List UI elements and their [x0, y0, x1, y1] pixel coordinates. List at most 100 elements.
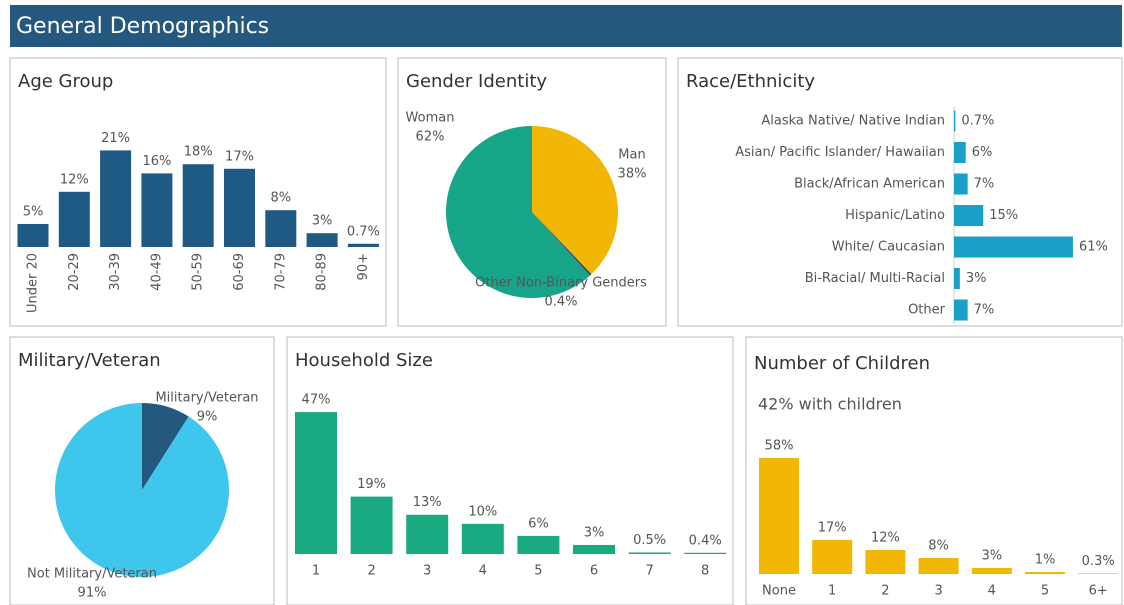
pie-slice [445, 126, 590, 299]
category-label: 7 [645, 564, 653, 579]
category-label: 1 [828, 584, 836, 599]
bar [224, 168, 255, 247]
panel [286, 336, 734, 605]
value-label: 6% [528, 516, 549, 531]
category-label: 5 [1041, 584, 1049, 599]
panel-title: Age Group [18, 71, 113, 92]
slice-label: Woman [406, 111, 455, 126]
category-label: White/ Caucasian [832, 240, 945, 255]
value-label: 61% [1079, 240, 1108, 255]
slice-value: 62% [416, 130, 445, 145]
bar [759, 458, 799, 574]
slice-label: Not Military/Veteran [27, 567, 157, 582]
value-label: 17% [225, 149, 254, 164]
pie-slice [55, 403, 230, 577]
value-label: 0.4% [689, 533, 722, 548]
bar [918, 558, 959, 574]
category-label: Alaska Native/ Native Indian [761, 114, 945, 129]
category-label: Bi-Racial/ Multi-Racial [805, 271, 945, 286]
value-label: 3% [981, 549, 1002, 564]
value-label: 18% [184, 145, 213, 160]
slice-label: Other Non-Binary Genders [475, 276, 647, 291]
category-label: 2 [367, 564, 375, 579]
value-label: 0.7% [347, 224, 380, 239]
value-label: 3% [966, 271, 987, 286]
panel-subtitle: 42% with children [758, 395, 902, 414]
bar [350, 496, 393, 554]
pie-slice [532, 212, 592, 276]
value-label: 13% [413, 495, 442, 510]
category-label: Asian/ Pacific Islander/ Hawaiian [735, 145, 945, 160]
value-label: 3% [584, 525, 605, 540]
value-label: 58% [765, 439, 794, 454]
category-label: 6 [590, 564, 598, 579]
bar [1078, 573, 1119, 574]
bar [573, 544, 615, 554]
bar [58, 191, 90, 247]
bar [100, 150, 132, 247]
category-label: 70-79 [273, 253, 288, 291]
bar [954, 268, 960, 289]
panel-title: Household Size [295, 350, 433, 371]
panel-title: Military/Veteran [18, 350, 161, 371]
value-label: 6% [972, 145, 993, 160]
value-label: 5% [23, 205, 44, 220]
category-label: Under 20 [26, 253, 41, 313]
value-label: 12% [871, 531, 900, 546]
category-label: 2 [881, 584, 889, 599]
category-label: 50-59 [191, 253, 206, 291]
value-label: 0.3% [1082, 554, 1115, 569]
bar [295, 412, 337, 554]
category-label: Hispanic/Latino [845, 208, 945, 223]
category-label: 1 [312, 564, 320, 579]
bar [865, 550, 906, 574]
value-label: 15% [989, 208, 1018, 223]
category-label: 5 [534, 564, 542, 579]
category-label: 4 [988, 584, 996, 599]
value-label: 0.7% [961, 114, 994, 129]
bar [265, 210, 297, 247]
bar [954, 205, 984, 226]
bar [1025, 572, 1065, 574]
bar [182, 164, 214, 247]
bar [954, 110, 956, 132]
bar [406, 514, 449, 554]
category-label: 3 [423, 564, 431, 579]
bar [141, 173, 173, 247]
slice-label: Military/Veteran [155, 391, 258, 406]
slice-value: 91% [78, 586, 107, 601]
value-label: 7% [974, 303, 995, 318]
value-label: 12% [60, 172, 89, 187]
bar [971, 568, 1012, 574]
panel [677, 57, 1123, 327]
value-label: 3% [312, 214, 333, 229]
bar [954, 236, 1073, 258]
category-label: 30-39 [108, 253, 123, 291]
value-label: 16% [142, 154, 171, 169]
value-label: 0.5% [633, 533, 666, 548]
bar [954, 173, 968, 195]
panel-title: Number of Children [754, 353, 930, 374]
category-label: 6+ [1089, 584, 1108, 599]
category-label: Other [908, 303, 946, 318]
pie-slice [532, 126, 618, 275]
category-label: 3 [934, 584, 942, 599]
bar [461, 523, 504, 554]
bar [17, 224, 49, 247]
value-label: 8% [928, 539, 949, 554]
category-label: None [762, 584, 796, 599]
category-label: Black/African American [794, 177, 945, 192]
category-label: 40-49 [149, 253, 164, 291]
slice-value: 0.4% [544, 295, 577, 310]
category-label: 20-29 [67, 253, 82, 291]
bar [954, 299, 968, 321]
bar [347, 243, 379, 247]
value-label: 19% [357, 477, 386, 492]
slice-label: Man [618, 148, 645, 163]
panel-title: Race/Ethnicity [686, 71, 815, 92]
bar [954, 142, 966, 163]
category-label: 60-69 [232, 253, 247, 291]
category-label: 90+ [356, 253, 371, 280]
value-label: 17% [818, 521, 847, 536]
